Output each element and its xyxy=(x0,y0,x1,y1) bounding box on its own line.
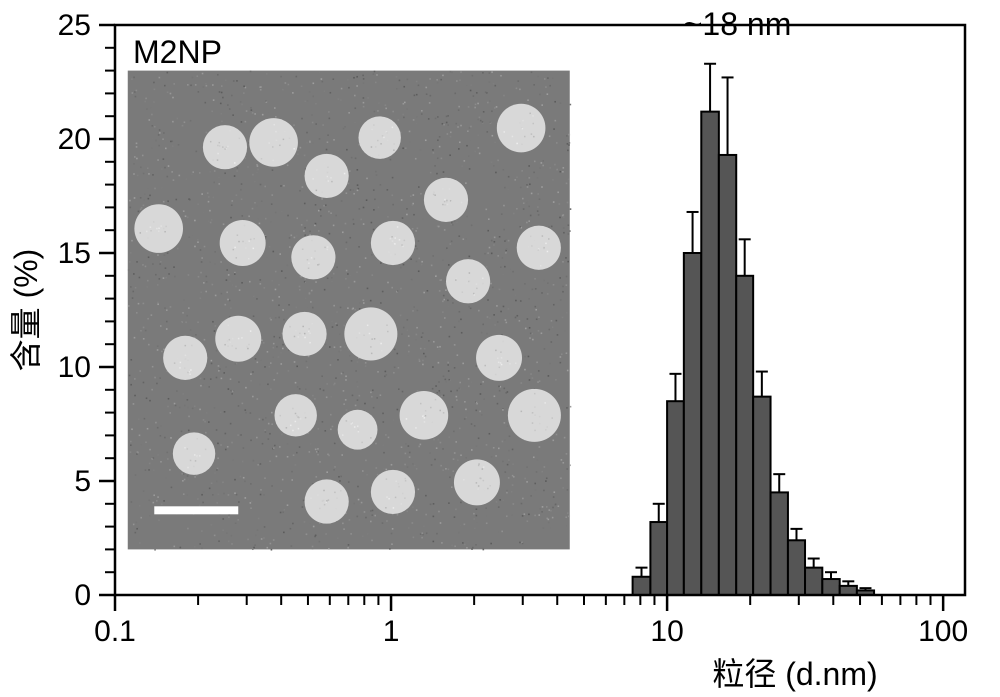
histogram-bar xyxy=(822,579,839,595)
y-axis: 0 5 10 15 20 25 含量 (%) xyxy=(8,9,115,612)
histogram-bar xyxy=(650,522,667,595)
histogram-bar xyxy=(753,397,770,595)
y-tick-label: 5 xyxy=(74,465,91,498)
x-tick-label: 1 xyxy=(383,615,400,648)
x-axis: 0.1 1 10 100 粒径 (d.nm) xyxy=(94,595,968,692)
histogram-bar xyxy=(719,155,736,595)
y-tick-label: 15 xyxy=(58,237,91,270)
histogram-bar xyxy=(633,577,651,595)
particle-size-chart: 0.1 1 10 100 粒径 (d.nm) 0 5 10 15 20 25 含量 (%) M2NP ~1… xyxy=(0,0,1000,697)
peak-label: ~18 nm xyxy=(684,6,792,42)
nanoparticle xyxy=(344,307,397,360)
histogram-bar xyxy=(736,276,753,595)
histogram-bar xyxy=(684,253,701,595)
histogram-bar xyxy=(771,492,788,595)
histogram-bars xyxy=(633,64,874,595)
histogram-bar xyxy=(805,568,822,595)
y-tick-label: 10 xyxy=(58,351,91,384)
nanoparticle xyxy=(203,125,247,169)
chart-svg: 0.1 1 10 100 粒径 (d.nm) 0 5 10 15 20 25 含量 (%) M2NP ~1… xyxy=(0,0,1000,697)
nanoparticle xyxy=(517,226,561,270)
nanoparticle xyxy=(163,336,207,380)
histogram-bar xyxy=(788,540,805,595)
nanoparticle xyxy=(497,104,546,153)
inset-sem-image xyxy=(128,71,572,551)
histogram-bar xyxy=(701,112,719,595)
y-tick-label: 25 xyxy=(58,9,91,42)
nanoparticle xyxy=(358,116,400,158)
scale-bar xyxy=(154,506,238,514)
x-tick-label: 100 xyxy=(918,615,968,648)
histogram-bar xyxy=(840,586,857,595)
nanoparticle xyxy=(476,335,522,381)
nanoparticle xyxy=(424,178,468,222)
x-tick-label: 10 xyxy=(650,615,683,648)
histogram-bar xyxy=(667,401,684,595)
x-tick-label: 0.1 xyxy=(94,615,136,648)
y-axis-label: 含量 (%) xyxy=(8,249,44,372)
nanoparticle xyxy=(173,432,215,474)
y-tick-label: 20 xyxy=(58,123,91,156)
x-axis-label: 粒径 (d.nm) xyxy=(712,656,877,692)
y-tick-label: 0 xyxy=(74,579,91,612)
nanoparticle xyxy=(291,235,335,279)
inset-label: M2NP xyxy=(133,34,222,70)
nanoparticle xyxy=(371,221,415,265)
